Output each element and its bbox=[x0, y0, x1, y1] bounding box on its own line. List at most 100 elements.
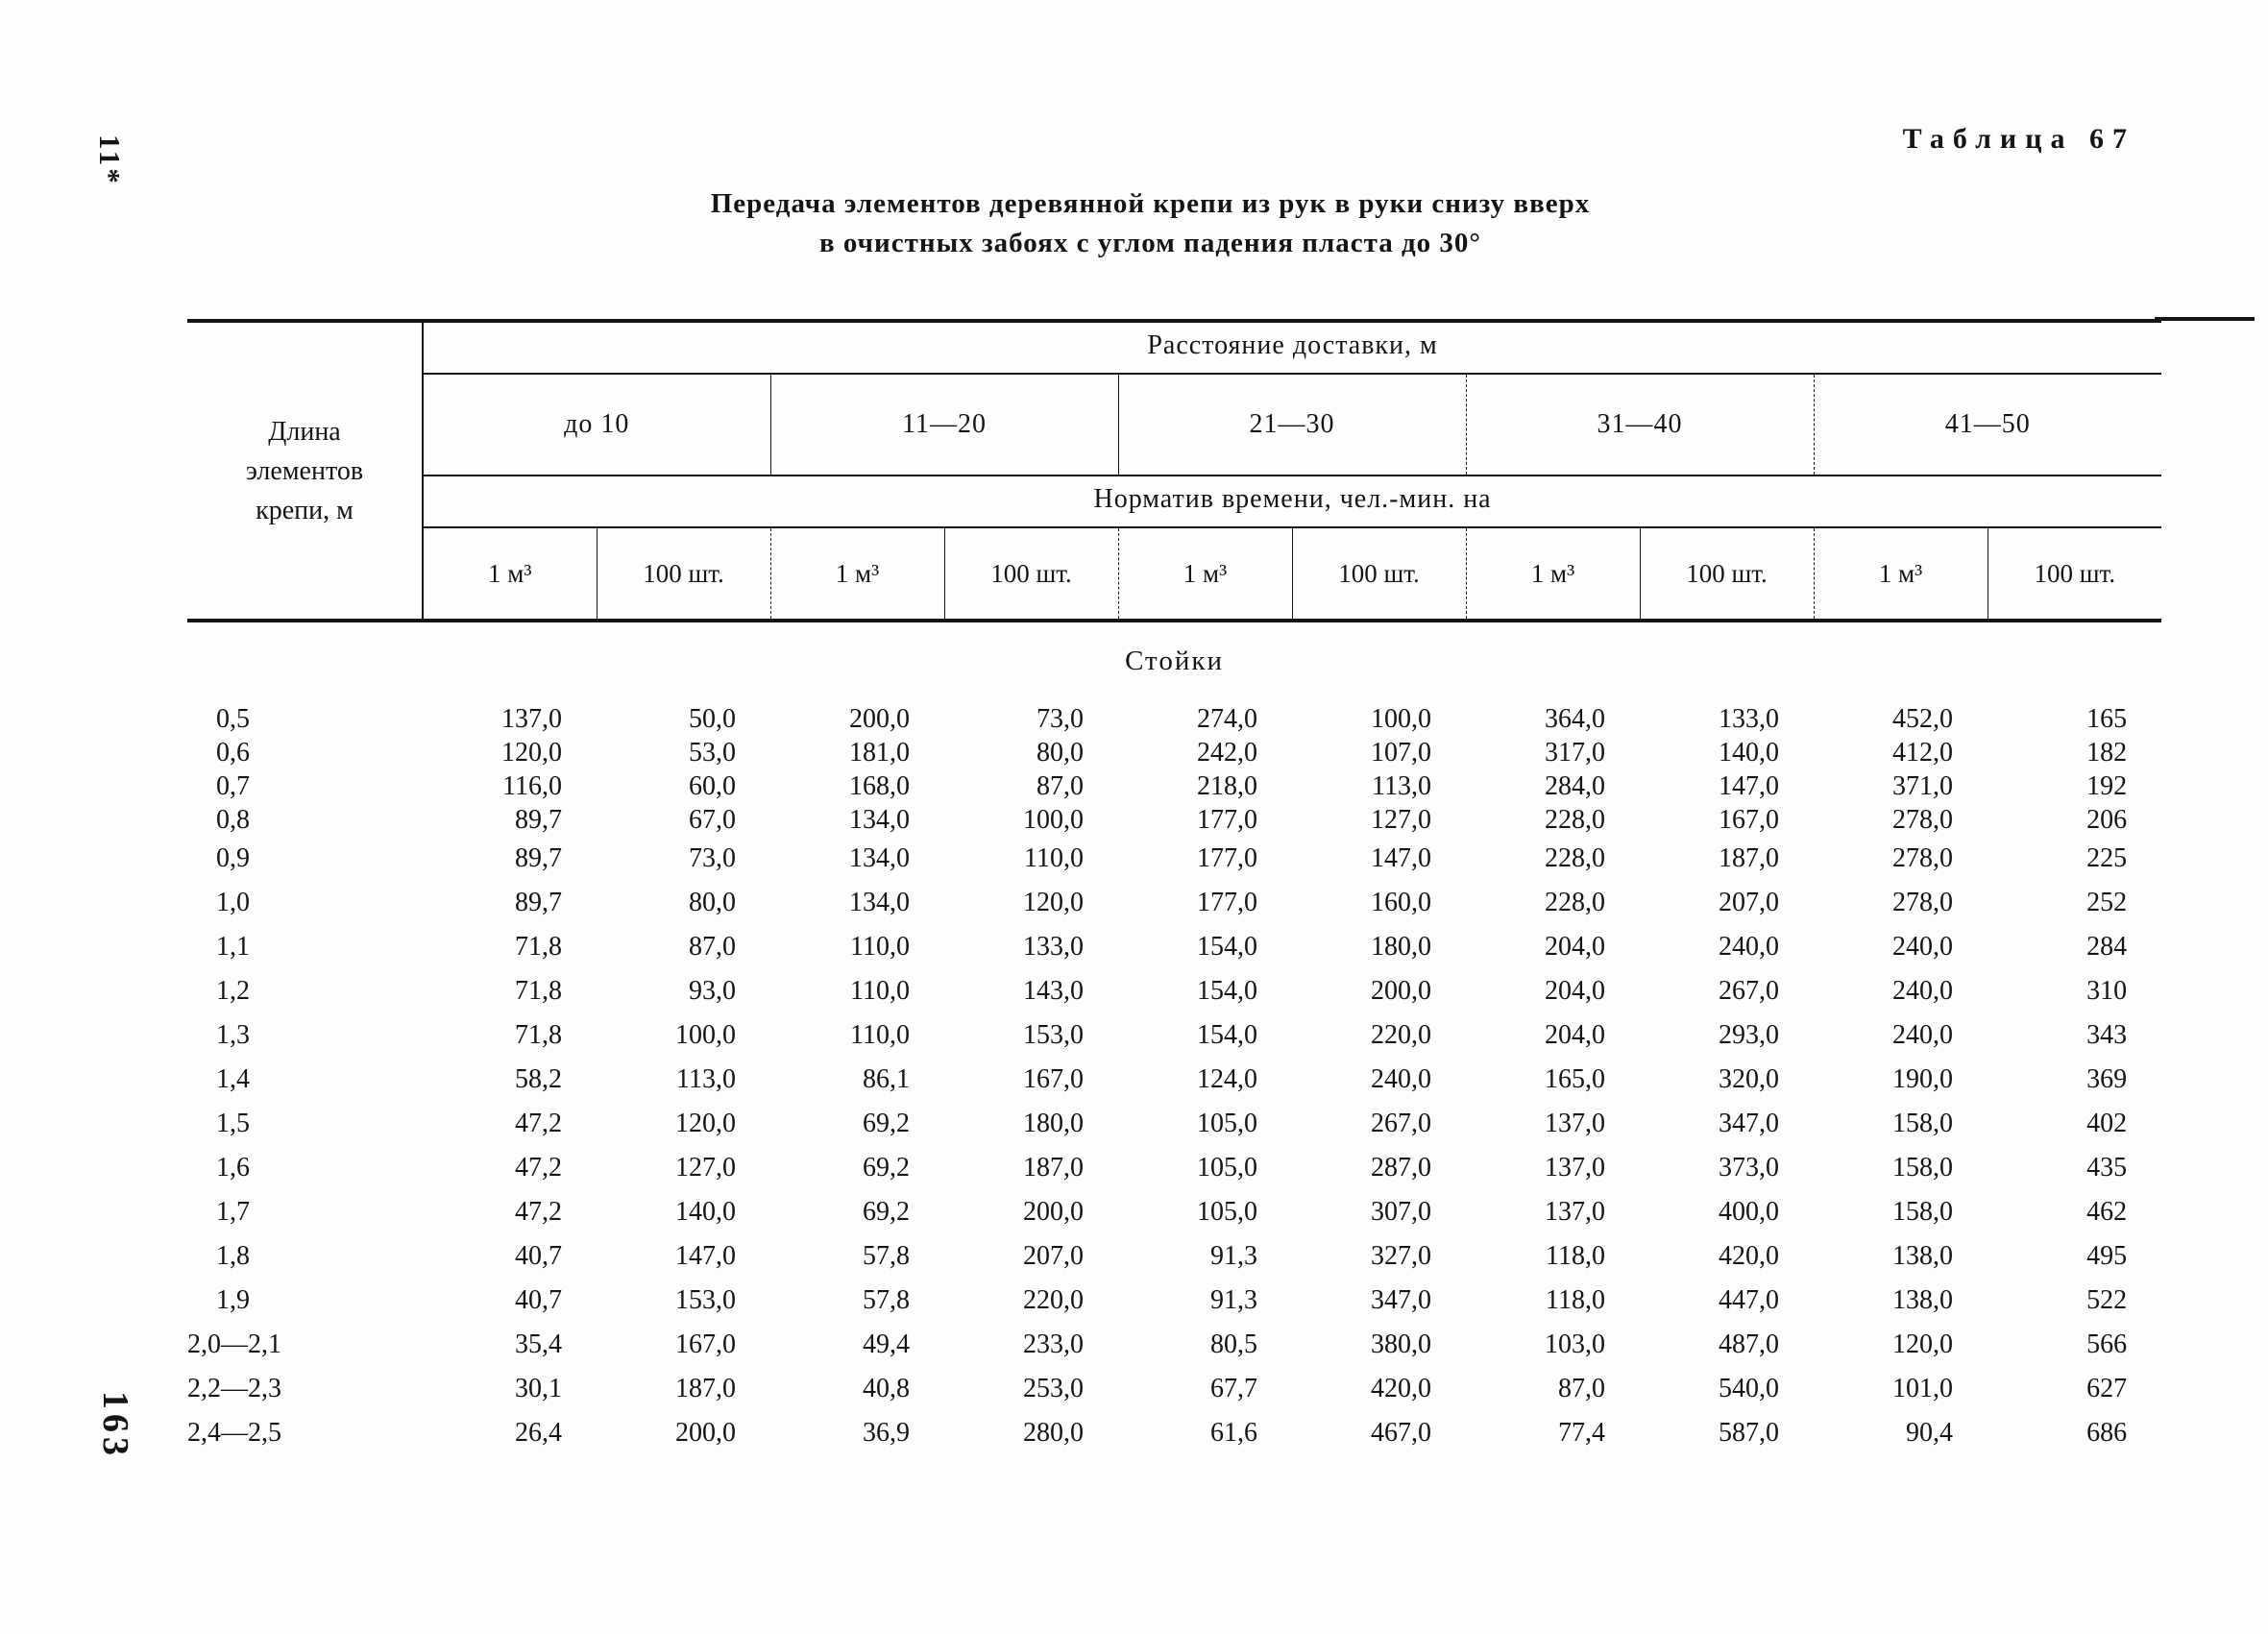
value-cell: 158,0 bbox=[1892, 1197, 1953, 1227]
value-cell: 154,0 bbox=[1197, 976, 1257, 1006]
value-cell: 347,0 bbox=[1719, 1109, 1779, 1138]
value-cell: 89,7 bbox=[515, 843, 562, 873]
value-cell: 154,0 bbox=[1197, 1020, 1257, 1050]
table-row: 0,6 120,0 53,0 181,0 80,0 242,0 107,0 317,0 140,… bbox=[187, 736, 2161, 769]
value-cell: 240,0 bbox=[1892, 932, 1953, 962]
value-cell: 204,0 bbox=[1545, 1020, 1605, 1050]
column-header-distance: Расстояние доставки, м bbox=[423, 321, 2162, 375]
value-cell: 107,0 bbox=[1371, 738, 1431, 768]
length-cell: 1,1 bbox=[216, 932, 250, 962]
length-cell: 2,0—2,1 bbox=[187, 1329, 281, 1359]
value-cell: 137,0 bbox=[1545, 1109, 1605, 1138]
value-cell: 120,0 bbox=[1892, 1329, 1953, 1359]
length-cell: 0,9 bbox=[216, 843, 250, 873]
value-cell: 87,0 bbox=[1036, 771, 1084, 801]
value-cell: 160,0 bbox=[1371, 888, 1431, 917]
value-cell: 310 bbox=[2086, 976, 2128, 1006]
unit-header-m3: 1 м³ bbox=[1465, 527, 1640, 622]
value-cell: 252 bbox=[2086, 888, 2128, 917]
value-cell: 58,2 bbox=[515, 1064, 562, 1094]
value-cell: 153,0 bbox=[675, 1285, 736, 1315]
table-row: 0,9 89,7 73,0 134,0 110,0 177,0 147,0 228,0 187,… bbox=[187, 837, 2161, 881]
value-cell: 36,9 bbox=[863, 1418, 910, 1448]
value-cell: 462 bbox=[2086, 1197, 2128, 1227]
value-cell: 307,0 bbox=[1371, 1197, 1431, 1227]
value-cell: 57,8 bbox=[863, 1241, 910, 1271]
value-cell: 371,0 bbox=[1892, 771, 1953, 801]
value-cell: 165 bbox=[2086, 704, 2128, 734]
length-cell: 0,7 bbox=[216, 771, 250, 801]
value-cell: 180,0 bbox=[1023, 1109, 1084, 1138]
value-cell: 180,0 bbox=[1371, 932, 1431, 962]
value-cell: 278,0 bbox=[1892, 888, 1953, 917]
value-cell: 40,7 bbox=[515, 1285, 562, 1315]
value-cell: 40,8 bbox=[863, 1374, 910, 1403]
length-cell: 1,2 bbox=[216, 976, 250, 1006]
value-cell: 93,0 bbox=[689, 976, 736, 1006]
value-cell: 540,0 bbox=[1719, 1374, 1779, 1403]
value-cell: 67,7 bbox=[1210, 1374, 1257, 1403]
value-cell: 100,0 bbox=[1371, 704, 1431, 734]
unit-header-m3: 1 м³ bbox=[1117, 527, 1292, 622]
length-header-line3: крепи, м bbox=[256, 495, 354, 525]
value-cell: 686 bbox=[2086, 1418, 2128, 1448]
table-label: Таблица 67 bbox=[1902, 123, 2135, 155]
length-cell: 0,8 bbox=[216, 805, 250, 835]
value-cell: 40,7 bbox=[515, 1241, 562, 1271]
range-31-40: 31—40 bbox=[1465, 374, 1814, 476]
table-row: 1,4 58,2 113,0 86,1 167,0 124,0 240,0 165,0 320,… bbox=[187, 1058, 2161, 1102]
table-row: 1,1 71,8 87,0 110,0 133,0 154,0 180,0 204,0 240,… bbox=[187, 925, 2161, 969]
value-cell: 187,0 bbox=[1719, 843, 1779, 873]
column-header-norm: Норматив времени, чел.-мин. на bbox=[423, 476, 2162, 528]
value-cell: 138,0 bbox=[1892, 1285, 1953, 1315]
table-row: 1,7 47,2 140,0 69,2 200,0 105,0 307,0 137,0 400,… bbox=[187, 1190, 2161, 1234]
unit-header-m3: 1 м³ bbox=[423, 527, 597, 622]
value-cell: 110,0 bbox=[1024, 843, 1084, 873]
length-cell: 2,2—2,3 bbox=[187, 1374, 281, 1403]
unit-header-m3: 1 м³ bbox=[769, 527, 944, 622]
value-cell: 187,0 bbox=[675, 1374, 736, 1403]
value-cell: 134,0 bbox=[849, 843, 910, 873]
value-cell: 167,0 bbox=[1023, 1064, 1084, 1094]
value-cell: 204,0 bbox=[1545, 976, 1605, 1006]
table-header: Длина элементов крепи, м Расстояние дост… bbox=[187, 321, 2162, 622]
margin-note: 11* bbox=[93, 134, 127, 186]
value-cell: 187,0 bbox=[1023, 1153, 1084, 1183]
value-cell: 220,0 bbox=[1371, 1020, 1431, 1050]
value-cell: 369 bbox=[2086, 1064, 2128, 1094]
value-cell: 140,0 bbox=[1719, 738, 1779, 768]
value-cell: 69,2 bbox=[863, 1109, 910, 1138]
value-cell: 284,0 bbox=[1545, 771, 1605, 801]
value-cell: 116,0 bbox=[502, 771, 562, 801]
value-cell: 71,8 bbox=[515, 976, 562, 1006]
value-cell: 105,0 bbox=[1197, 1153, 1257, 1183]
value-cell: 30,1 bbox=[515, 1374, 562, 1403]
value-cell: 343 bbox=[2086, 1020, 2128, 1050]
value-cell: 168,0 bbox=[849, 771, 910, 801]
value-cell: 420,0 bbox=[1371, 1374, 1431, 1403]
value-cell: 118,0 bbox=[1546, 1285, 1605, 1315]
value-cell: 110,0 bbox=[850, 1020, 910, 1050]
value-cell: 103,0 bbox=[1545, 1329, 1605, 1359]
value-cell: 207,0 bbox=[1719, 888, 1779, 917]
value-cell: 80,5 bbox=[1210, 1329, 1257, 1359]
value-cell: 327,0 bbox=[1371, 1241, 1431, 1271]
value-cell: 147,0 bbox=[675, 1241, 736, 1271]
value-cell: 200,0 bbox=[675, 1418, 736, 1448]
length-header-line1: Длина bbox=[268, 416, 341, 447]
value-cell: 73,0 bbox=[1036, 704, 1084, 734]
value-cell: 452,0 bbox=[1892, 704, 1953, 734]
value-cell: 220,0 bbox=[1023, 1285, 1084, 1315]
value-cell: 105,0 bbox=[1197, 1197, 1257, 1227]
value-cell: 47,2 bbox=[515, 1197, 562, 1227]
value-cell: 495 bbox=[2086, 1241, 2128, 1271]
value-cell: 138,0 bbox=[1892, 1241, 1953, 1271]
value-cell: 140,0 bbox=[675, 1197, 736, 1227]
value-cell: 420,0 bbox=[1719, 1241, 1779, 1271]
value-cell: 120,0 bbox=[675, 1109, 736, 1138]
value-cell: 402 bbox=[2086, 1109, 2128, 1138]
range-21-30: 21—30 bbox=[1117, 374, 1466, 476]
value-cell: 218,0 bbox=[1197, 771, 1257, 801]
value-cell: 113,0 bbox=[1372, 771, 1431, 801]
